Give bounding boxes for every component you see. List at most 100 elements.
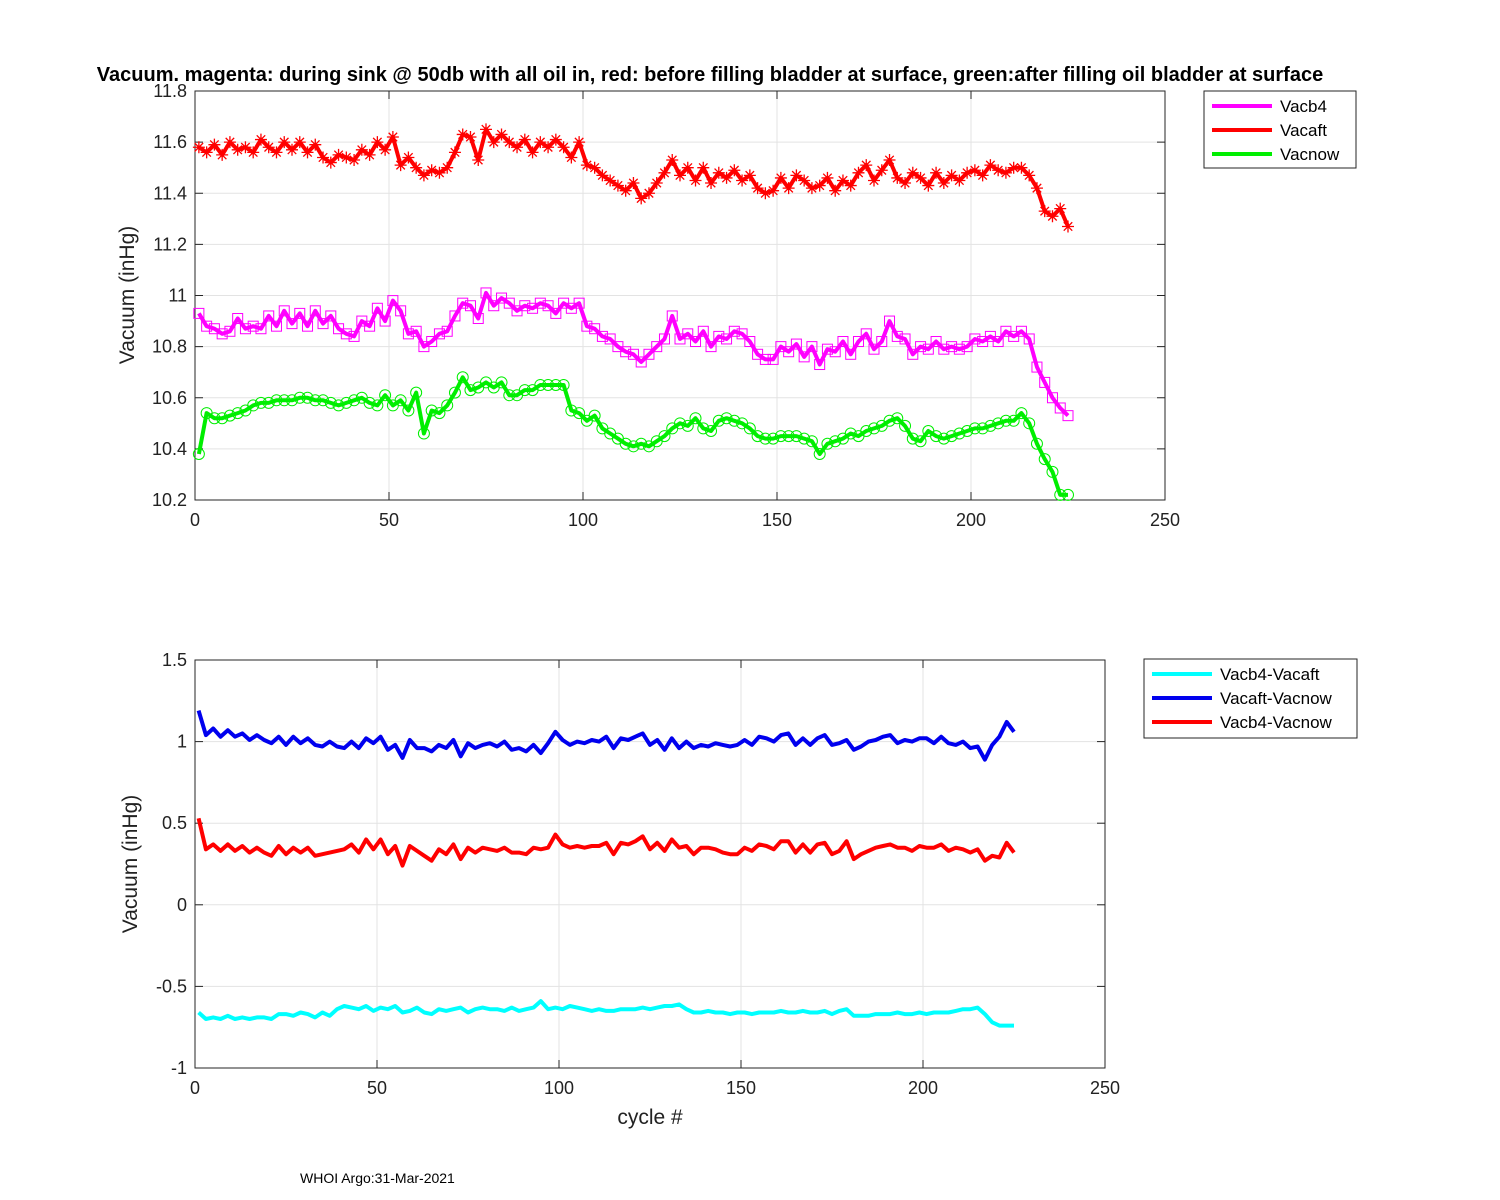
data-point-vacaft — [868, 174, 880, 187]
data-point-vacnow — [425, 404, 438, 417]
legend-label-vacaft-vacnow: Vacaft-Vacnow — [1220, 689, 1333, 708]
bottom-ticks: 0 50 100 150 200 250 -1 -0.5 0 0.5 1 1.5 — [156, 650, 1120, 1098]
data-point-vacnow — [999, 414, 1012, 427]
data-point-vacb4 — [441, 325, 453, 337]
data-point-vacb4 — [286, 318, 298, 330]
data-point-vacnow — [348, 394, 361, 407]
data-point-vacaft — [270, 146, 283, 159]
data-point-vacaft — [914, 171, 927, 184]
data-point-vacnow — [899, 419, 912, 432]
data-point-vacaft — [441, 161, 454, 174]
data-point-vacb4 — [534, 297, 546, 309]
data-point-vacb4 — [860, 328, 872, 340]
data-point-vacnow — [262, 396, 275, 409]
bottom-series — [196, 710, 1016, 1028]
x-tick-label: 250 — [1150, 510, 1180, 530]
data-point-vacb4 — [379, 315, 391, 327]
data-point-vacaft — [402, 151, 415, 164]
data-point-vacb4 — [868, 343, 880, 355]
data-point-vacaft — [860, 159, 873, 172]
series-vacnow — [192, 371, 1074, 501]
data-point-vacb4 — [620, 346, 632, 358]
data-point-vacnow — [1015, 407, 1028, 420]
x-tick-label: 0 — [190, 1078, 200, 1098]
data-point-vacaft — [611, 179, 624, 192]
data-point-vacnow — [588, 409, 601, 422]
data-point-vacnow — [363, 396, 376, 409]
data-point-vacaft — [332, 148, 345, 161]
data-point-vacaft — [433, 166, 446, 179]
data-point-vacnow — [720, 412, 733, 425]
data-point-vacnow — [278, 394, 291, 407]
data-point-vacaft — [549, 133, 562, 146]
data-point-vacnow — [417, 427, 430, 440]
data-point-vacaft — [1030, 182, 1043, 195]
y-tick-label: 0.5 — [162, 813, 187, 833]
data-point-vacaft — [844, 179, 857, 192]
data-point-vacnow — [767, 432, 780, 445]
data-point-vacb4 — [410, 325, 422, 337]
data-point-vacnow — [208, 412, 221, 425]
data-point-vacb4 — [480, 287, 492, 299]
data-point-vacaft — [580, 159, 593, 172]
series-vacaft — [192, 123, 1074, 233]
data-point-vacb4 — [340, 328, 352, 340]
top-legend: Vacb4 Vacaft Vacnow — [1203, 90, 1357, 169]
data-point-vacnow — [976, 422, 989, 435]
series-line-vacb4-vacaft — [197, 999, 1014, 1028]
data-point-vacaft — [937, 177, 950, 190]
data-point-vacb4 — [682, 328, 694, 340]
x-tick-label: 0 — [190, 510, 200, 530]
data-point-vacnow — [759, 432, 772, 445]
bottom-axes-frame — [194, 659, 1106, 1069]
data-point-vacaft — [635, 192, 648, 205]
data-point-vacaft — [805, 182, 818, 195]
data-point-vacnow — [945, 430, 958, 443]
data-point-vacb4 — [790, 338, 802, 350]
data-point-vacb4 — [457, 297, 469, 309]
y-tick-label: 10.6 — [152, 388, 187, 408]
data-point-vacnow — [689, 412, 702, 425]
data-point-vacaft — [642, 187, 655, 200]
x-tick-label: 50 — [367, 1078, 387, 1098]
data-point-vacaft — [596, 169, 609, 182]
data-point-vacb4 — [1031, 361, 1043, 373]
data-point-vacb4 — [317, 318, 329, 330]
data-point-vacaft — [1054, 202, 1067, 215]
data-point-vacnow — [813, 447, 826, 460]
data-point-vacaft — [1023, 169, 1036, 182]
data-point-vacb4 — [263, 310, 275, 322]
data-point-vacb4 — [371, 302, 383, 314]
x-tick-label: 150 — [726, 1078, 756, 1098]
data-point-vacnow — [324, 396, 337, 409]
data-point-vacb4 — [876, 336, 888, 348]
data-point-vacaft — [712, 166, 725, 179]
data-point-vacaft — [875, 164, 888, 177]
data-point-vacaft — [658, 166, 671, 179]
data-point-vacnow — [456, 371, 469, 384]
series-line-vacaft-vacnow — [196, 710, 1016, 762]
data-point-vacb4 — [907, 348, 919, 360]
data-point-vacaft — [899, 177, 912, 190]
data-point-vacnow — [658, 430, 671, 443]
x-tick-label: 50 — [379, 510, 399, 530]
data-point-vacb4 — [309, 305, 321, 317]
data-point-vacb4 — [829, 346, 841, 358]
data-point-vacaft — [852, 166, 865, 179]
data-point-vacnow — [549, 378, 562, 391]
data-point-vacb4 — [278, 305, 290, 317]
data-point-vacb4 — [759, 353, 771, 365]
data-point-vacaft — [371, 136, 384, 149]
series-vacaft-vacnow — [196, 710, 1016, 762]
data-point-vacnow — [774, 430, 787, 443]
data-point-vacnow — [868, 422, 880, 435]
data-point-vacb4 — [821, 343, 833, 355]
data-point-vacnow — [821, 437, 834, 450]
data-point-vacaft — [767, 184, 780, 197]
data-point-vacb4 — [736, 328, 748, 340]
data-point-vacb4 — [744, 336, 756, 348]
data-point-vacb4 — [503, 297, 515, 309]
y-tick-label: 10.2 — [152, 490, 187, 510]
data-point-vacb4 — [216, 328, 228, 340]
data-point-vacb4 — [728, 325, 740, 337]
